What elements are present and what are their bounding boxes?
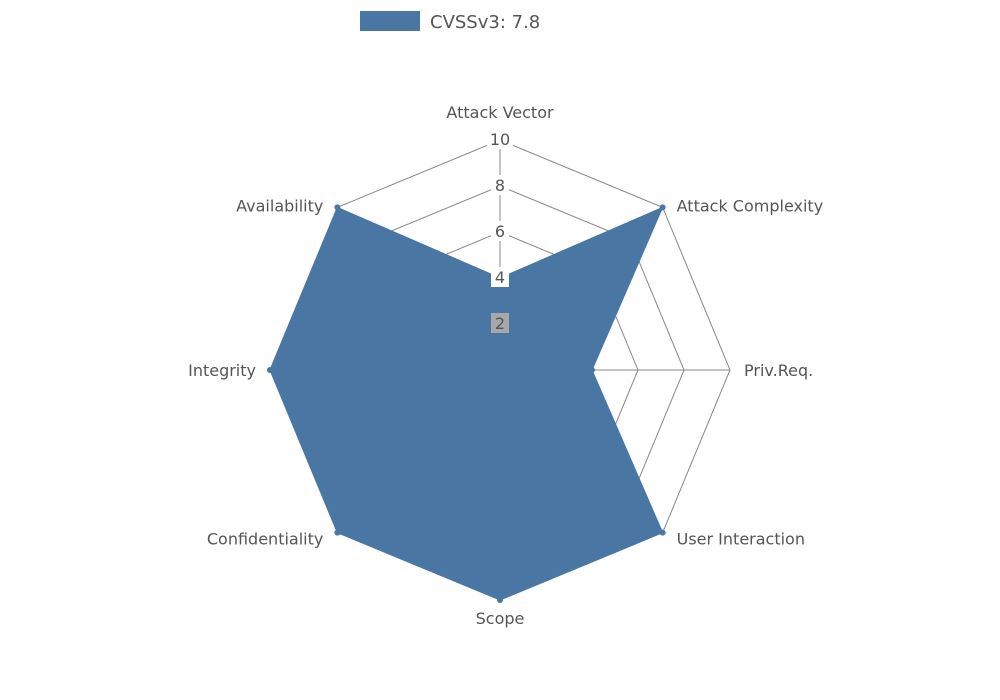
radar-tick-label: 2 <box>495 314 505 333</box>
radar-axis-label: Priv.Req. <box>744 361 813 380</box>
radar-tick-label: 8 <box>495 176 505 195</box>
radar-axis-label: Availability <box>236 196 323 215</box>
radar-axis-label: Attack Complexity <box>677 196 824 215</box>
radar-axis-label: Integrity <box>188 361 256 380</box>
legend-swatch <box>360 11 420 31</box>
radar-chart-svg: Attack Vector Attack Complexity Priv.Req. U… <box>0 0 1000 700</box>
legend-label: CVSSv3: 7.8 <box>430 12 540 33</box>
radar-tick-label: 6 <box>495 222 505 241</box>
radar-series-marker <box>589 367 595 373</box>
radar-axis-label: Scope <box>476 609 525 628</box>
radar-series-marker <box>660 204 666 210</box>
radar-axis-label: Attack Vector <box>446 103 554 122</box>
radar-tick-label: 10 <box>490 130 510 149</box>
radar-series-marker <box>660 530 666 536</box>
radar-tick-label: 4 <box>495 268 505 287</box>
radar-chart-container: Attack Vector Attack Complexity Priv.Req. U… <box>0 0 1000 700</box>
radar-series-marker <box>267 367 273 373</box>
radar-series-marker <box>497 597 503 603</box>
radar-series-marker <box>334 530 340 536</box>
radar-axis-label: User Interaction <box>677 530 805 549</box>
radar-series-marker <box>334 204 340 210</box>
radar-axis-label: Confidentiality <box>207 530 323 549</box>
